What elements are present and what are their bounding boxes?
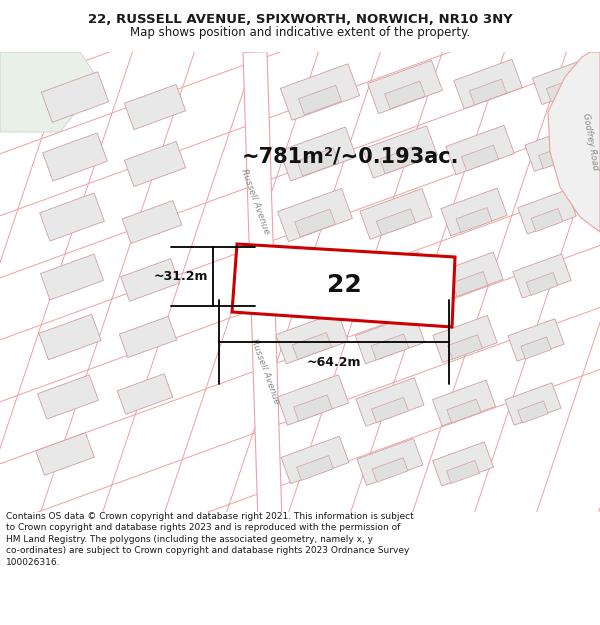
Polygon shape: [371, 398, 409, 422]
Polygon shape: [358, 252, 428, 302]
Polygon shape: [526, 272, 558, 296]
Text: Map shows position and indicative extent of the property.: Map shows position and indicative extent…: [130, 26, 470, 39]
Polygon shape: [548, 52, 600, 232]
Polygon shape: [372, 458, 408, 482]
Text: Godfrey Road: Godfrey Road: [581, 112, 599, 171]
Text: 22, RUSSELL AVENUE, SPIXWORTH, NORWICH, NR10 3NY: 22, RUSSELL AVENUE, SPIXWORTH, NORWICH, …: [88, 13, 512, 26]
Polygon shape: [521, 337, 551, 359]
Polygon shape: [447, 399, 481, 423]
Polygon shape: [281, 436, 349, 484]
Polygon shape: [124, 84, 185, 129]
Polygon shape: [280, 64, 359, 120]
Polygon shape: [518, 401, 548, 423]
Text: ~64.2m: ~64.2m: [307, 356, 361, 369]
Polygon shape: [433, 442, 493, 486]
Polygon shape: [360, 189, 432, 239]
Polygon shape: [292, 332, 332, 359]
Polygon shape: [525, 127, 585, 171]
Polygon shape: [531, 209, 563, 231]
Polygon shape: [452, 271, 488, 296]
Polygon shape: [40, 254, 104, 300]
Text: Russell Avenue: Russell Avenue: [239, 168, 271, 236]
Polygon shape: [280, 127, 356, 181]
Polygon shape: [513, 254, 571, 298]
Polygon shape: [275, 251, 350, 304]
Polygon shape: [547, 78, 580, 102]
Polygon shape: [232, 244, 455, 327]
Polygon shape: [441, 188, 507, 236]
Polygon shape: [122, 201, 182, 244]
Polygon shape: [433, 380, 496, 426]
Polygon shape: [278, 188, 352, 242]
Polygon shape: [376, 209, 416, 235]
Polygon shape: [461, 145, 499, 171]
Polygon shape: [124, 141, 185, 186]
Polygon shape: [371, 334, 409, 360]
Polygon shape: [0, 52, 100, 132]
Polygon shape: [121, 259, 179, 301]
Polygon shape: [518, 190, 576, 234]
Polygon shape: [296, 456, 334, 481]
Polygon shape: [532, 59, 593, 104]
Polygon shape: [277, 375, 349, 425]
Polygon shape: [357, 439, 423, 486]
Polygon shape: [41, 72, 109, 122]
Polygon shape: [38, 375, 98, 419]
Polygon shape: [43, 133, 107, 181]
Polygon shape: [35, 432, 94, 475]
Polygon shape: [448, 335, 482, 359]
Polygon shape: [446, 461, 479, 484]
Polygon shape: [39, 314, 101, 360]
Text: ~781m²/~0.193ac.: ~781m²/~0.193ac.: [241, 147, 459, 167]
Text: Contains OS data © Crown copyright and database right 2021. This information is : Contains OS data © Crown copyright and d…: [6, 512, 414, 567]
Polygon shape: [539, 146, 571, 169]
Polygon shape: [297, 148, 339, 176]
Polygon shape: [243, 52, 282, 522]
Polygon shape: [374, 272, 412, 298]
Polygon shape: [385, 81, 425, 109]
Polygon shape: [119, 316, 177, 357]
Polygon shape: [456, 208, 492, 232]
Polygon shape: [454, 59, 522, 109]
Polygon shape: [295, 209, 335, 237]
Polygon shape: [368, 61, 442, 114]
Text: ~31.2m: ~31.2m: [154, 270, 208, 283]
Polygon shape: [275, 312, 349, 364]
Polygon shape: [508, 319, 564, 361]
Polygon shape: [40, 193, 104, 241]
Polygon shape: [469, 79, 506, 105]
Polygon shape: [356, 378, 424, 426]
Polygon shape: [298, 85, 341, 115]
Polygon shape: [433, 316, 497, 362]
Polygon shape: [380, 146, 420, 174]
Polygon shape: [293, 395, 332, 421]
Polygon shape: [117, 374, 173, 414]
Text: Russell Avenue: Russell Avenue: [249, 338, 281, 406]
Polygon shape: [437, 252, 503, 300]
Text: 22: 22: [326, 273, 361, 297]
Polygon shape: [505, 382, 561, 425]
Polygon shape: [446, 125, 514, 175]
Polygon shape: [363, 126, 437, 178]
Polygon shape: [293, 271, 334, 299]
Polygon shape: [355, 314, 425, 364]
